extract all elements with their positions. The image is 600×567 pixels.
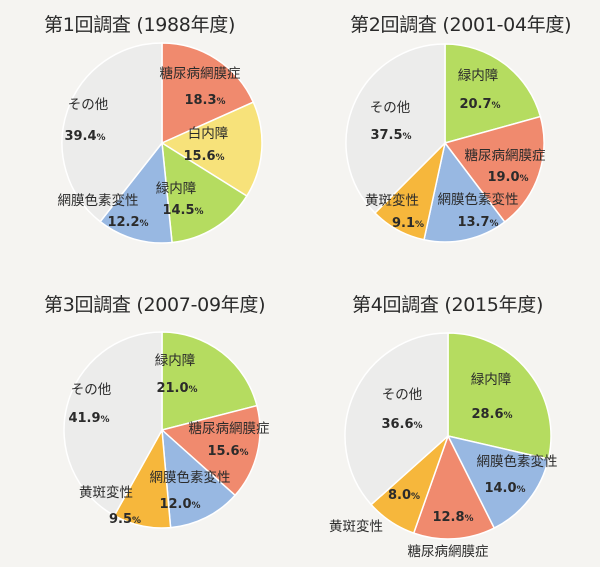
pie-slice	[412, 434, 496, 540]
slice-label: その他	[71, 382, 112, 398]
slice-value-label: 19.0%	[487, 170, 528, 185]
slice-value-label: 37.5%	[370, 128, 411, 143]
slice-value-label: 14.0%	[484, 481, 525, 496]
pie-slice	[160, 404, 261, 497]
slice-value-label: 15.6%	[183, 149, 224, 164]
chart-title-4: 第4回調査 (2015年度)	[352, 294, 544, 316]
pie-slice	[161, 331, 258, 431]
pie-slice	[161, 141, 248, 244]
slice-label: 網膜色素変性	[58, 192, 139, 209]
slice-label: 黄斑変性	[79, 484, 133, 501]
pie-slice	[446, 434, 550, 530]
slice-value-label: 8.0%	[388, 488, 420, 503]
slice-label: その他	[68, 97, 109, 113]
slice-label: 網膜色素変性	[477, 453, 558, 470]
slice-label: 緑内障	[156, 181, 197, 197]
slice-label: 糖尿病網膜症	[408, 544, 489, 560]
slice-value-label: 21.0%	[156, 381, 197, 396]
slice-value-label: 20.7%	[459, 97, 500, 112]
pie-slice	[444, 43, 542, 144]
slice-value-label: 12.8%	[432, 510, 473, 525]
pie-chart-4: 緑内障 28.6% 網膜色素変性 14.0% 糖尿病網膜症 12.8% 黄斑変性 8.0% その…	[329, 332, 558, 560]
slice-label: その他	[370, 100, 411, 116]
pie-slice	[161, 428, 237, 529]
chart-title-2: 第2回調査 (2001-04年度)	[350, 14, 572, 36]
slice-value-label: 18.3%	[184, 93, 225, 108]
pie-slice	[61, 42, 163, 223]
slice-value-label: 9.5%	[109, 512, 141, 527]
slice-value-label: 13.7%	[457, 215, 498, 230]
slice-value-label: 36.6%	[381, 417, 422, 432]
pie-chart-3: 緑内障 21.0% 糖尿病網膜症 15.6% 網膜色素変性 12.0% 黄斑変性 9.5% その…	[63, 331, 270, 529]
pie-slice	[423, 141, 506, 243]
slice-label: 緑内障	[471, 372, 512, 388]
slice-value-label: 12.2%	[107, 215, 148, 230]
slice-value-label: 41.9%	[68, 411, 109, 426]
slice-label: 網膜色素変性	[150, 469, 231, 486]
slice-label: 糖尿病網膜症	[465, 148, 546, 164]
pie-slice	[345, 43, 446, 215]
pie-slice	[344, 332, 449, 506]
pie-slice	[99, 141, 173, 244]
chart-title-1: 第1回調査 (1988年度)	[44, 14, 236, 36]
slice-label: 緑内障	[458, 68, 499, 84]
slice-value-label: 14.5%	[162, 203, 203, 218]
pie-chart-2: 緑内障 20.7% 糖尿病網膜症 19.0% 網膜色素変性 13.7% 黄斑変性 9.1% その…	[345, 43, 546, 243]
chart-title-3: 第3回調査 (2007-09年度)	[44, 294, 266, 316]
slice-label: 黄斑変性	[365, 192, 419, 209]
slice-label: 網膜色素変性	[438, 191, 519, 208]
pie-slice	[443, 115, 545, 224]
pie-slice	[160, 101, 263, 198]
slice-value-label: 15.6%	[207, 444, 248, 459]
slice-label: 黄斑変性	[329, 518, 383, 535]
pie-slice	[447, 332, 552, 460]
slice-label: 白内障	[188, 126, 229, 142]
pie-slice	[63, 331, 163, 517]
pie-chart-1: 糖尿病網膜症 18.3% 白内障 15.6% 緑内障 14.5% 網膜色素変性 12.2% その…	[58, 42, 263, 244]
pie-slice	[161, 42, 255, 145]
slice-label: 糖尿病網膜症	[160, 66, 241, 82]
slice-value-label: 39.4%	[64, 129, 105, 144]
slice-value-label: 9.1%	[392, 216, 424, 231]
slice-value-label: 28.6%	[471, 407, 512, 422]
slice-label: 糖尿病網膜症	[189, 421, 270, 437]
slice-label: その他	[382, 387, 423, 403]
slice-value-label: 12.0%	[159, 497, 200, 512]
slice-label: 緑内障	[155, 353, 196, 369]
